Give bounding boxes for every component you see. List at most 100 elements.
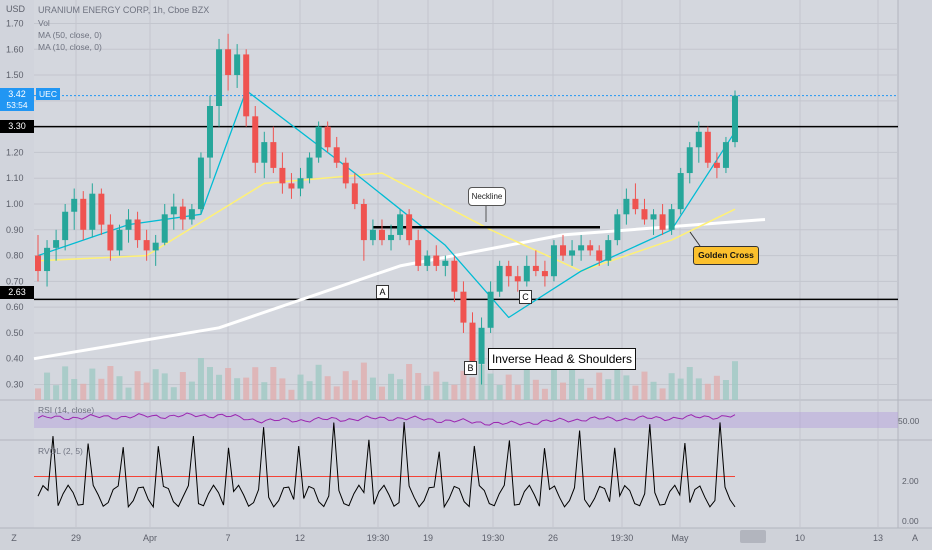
x-tick-label: 19:30 (611, 533, 634, 543)
rvol-label[interactable]: RVOL (2, 5) (38, 446, 83, 456)
candle-body (505, 265, 512, 277)
volume-bar (98, 378, 105, 400)
neckline-callout[interactable]: Neckline (468, 187, 506, 206)
volume-bar (333, 386, 340, 400)
volume-bar (722, 380, 729, 400)
candle-body (125, 219, 132, 230)
candle-body (170, 206, 177, 215)
volume-bar (351, 380, 358, 400)
y-tick-label: 0.40 (6, 354, 24, 364)
volume-bar (279, 378, 286, 400)
volume-bar (442, 381, 449, 400)
volume-bar (369, 377, 376, 400)
candle-body (143, 240, 150, 251)
volume-bar (632, 385, 639, 400)
volume-bar (342, 371, 349, 400)
x-tick-label: May (671, 533, 689, 543)
volume-bar (677, 378, 684, 400)
y-tick-label: 1.00 (6, 199, 24, 209)
candle-body (297, 178, 304, 189)
volume-bar (225, 368, 232, 400)
x-tick-label: 7 (225, 533, 230, 543)
y-tick-label: 1.70 (6, 18, 24, 28)
volume-bar (71, 379, 78, 400)
volume-bar (415, 373, 422, 400)
candle-body (333, 147, 340, 163)
point-a-label[interactable]: A (376, 285, 389, 299)
volume-bar (614, 364, 621, 400)
volume-bar (216, 374, 223, 400)
indicator-ma50[interactable]: MA (50, close, 0) (38, 30, 102, 40)
candle-body (451, 260, 458, 292)
candle-body (342, 162, 349, 184)
volume-bar (170, 387, 177, 400)
volume-bar (179, 372, 186, 400)
volume-bar (35, 388, 41, 400)
rvol-tick-2: 2.00 (902, 476, 919, 486)
candle-body (614, 214, 621, 241)
volume-bar (704, 383, 711, 400)
volume-bar (378, 386, 385, 400)
volume-bar (288, 389, 295, 400)
candle-body (641, 209, 648, 220)
x-tick-label: 13 (873, 533, 883, 543)
candle-body (415, 240, 422, 266)
volume-bar (686, 367, 693, 400)
point-c-label[interactable]: C (519, 290, 532, 304)
volume-bar (433, 371, 440, 400)
candle-body (523, 265, 530, 282)
golden-cross-pointer (689, 231, 701, 247)
inverse-hs-label[interactable]: Inverse Head & Shoulders (488, 348, 636, 370)
price-tag-value: 3.42 (0, 88, 34, 100)
candle-body (541, 271, 548, 277)
time-axis-cursor-box (740, 530, 766, 543)
candle-body (116, 229, 123, 251)
symbol-title[interactable]: URANIUM ENERGY CORP, 1h, Cboe BZX (38, 5, 210, 15)
volume-bar (116, 376, 123, 400)
volume-bar (188, 381, 195, 400)
rsi-label[interactable]: RSI (14, close) (38, 405, 95, 415)
price-tag-symbol: UEC (36, 88, 60, 100)
indicator-vol[interactable]: Vol (38, 18, 50, 28)
candle-body (514, 276, 521, 282)
x-tick-label: 29 (71, 533, 81, 543)
volume-bar (532, 379, 539, 400)
candle-body (713, 162, 720, 168)
golden-cross-callout[interactable]: Golden Cross (693, 246, 759, 265)
candle-body (98, 193, 105, 225)
volume-bar (315, 364, 322, 400)
rsi-tick-50: 50.00 (898, 416, 920, 426)
y-tick-label: 1.60 (6, 44, 24, 54)
level-tag-lower: 2.63 (0, 286, 34, 299)
candle-body (587, 245, 594, 251)
y-tick-label: 1.20 (6, 147, 24, 157)
candle-body (315, 126, 322, 158)
candle-body (35, 255, 41, 272)
volume-bar (297, 374, 304, 400)
candle-body (605, 240, 612, 261)
volume-bar (596, 372, 603, 400)
currency-label: USD (6, 4, 26, 14)
volume-bar (125, 387, 132, 400)
volume-bar (451, 384, 458, 400)
candle-body (188, 209, 195, 220)
volume-bar (641, 371, 648, 400)
candle-body (44, 247, 51, 272)
candle-body (216, 49, 223, 106)
x-tick-label: 26 (548, 533, 558, 543)
timezone-label: Z (11, 533, 17, 543)
x-tick-label: 12 (295, 533, 305, 543)
volume-bar (152, 369, 159, 400)
candle-body (704, 131, 711, 163)
volume-bar (578, 378, 585, 400)
y-tick-label: 0.70 (6, 276, 24, 286)
volume-bar (243, 377, 250, 400)
candle-body (632, 198, 639, 210)
candle-body (424, 255, 431, 266)
volume-bar (569, 369, 576, 400)
volume-bar (695, 378, 702, 400)
point-b-label[interactable]: B (464, 361, 477, 375)
indicator-ma10[interactable]: MA (10, close, 0) (38, 42, 102, 52)
candle-body (252, 116, 259, 163)
